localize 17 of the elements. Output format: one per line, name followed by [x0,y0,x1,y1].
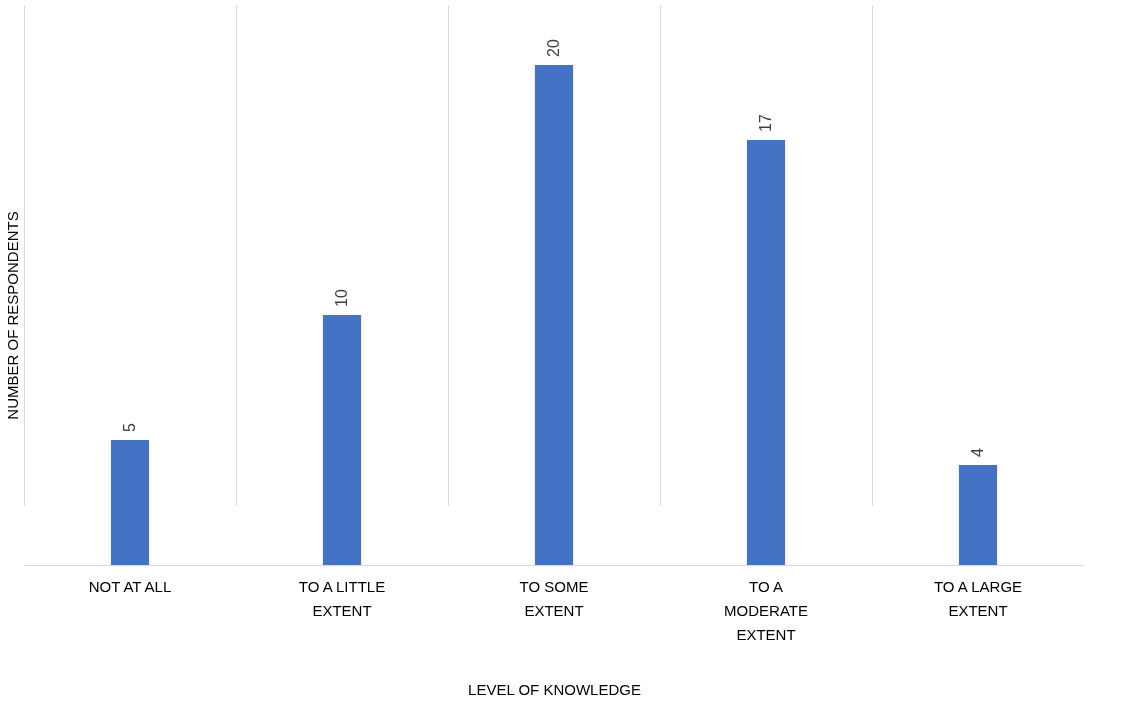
bar [534,65,574,565]
bar [958,465,998,565]
bar [110,440,150,565]
x-tick-label: TO A LITTLE EXTENT [298,577,386,619]
data-label: 17 [757,114,774,132]
x-tick-label: TO A MODERATE EXTENT [724,577,808,643]
data-label: 5 [121,423,138,432]
bar [322,315,362,565]
data-label: 4 [969,448,986,457]
bar [746,140,786,565]
data-label: 10 [333,289,350,307]
x-tick-label: TO A LARGE EXTENT [933,577,1023,619]
x-axis-title: LEVEL OF KNOWLEDGE [468,680,641,698]
y-axis-title: NUMBER OF RESPONDENTS [3,211,21,420]
x-tick-label: NOT AT ALL [88,577,172,595]
x-tick-label: TO SOME EXTENT [519,577,589,619]
data-label: 20 [545,39,562,57]
